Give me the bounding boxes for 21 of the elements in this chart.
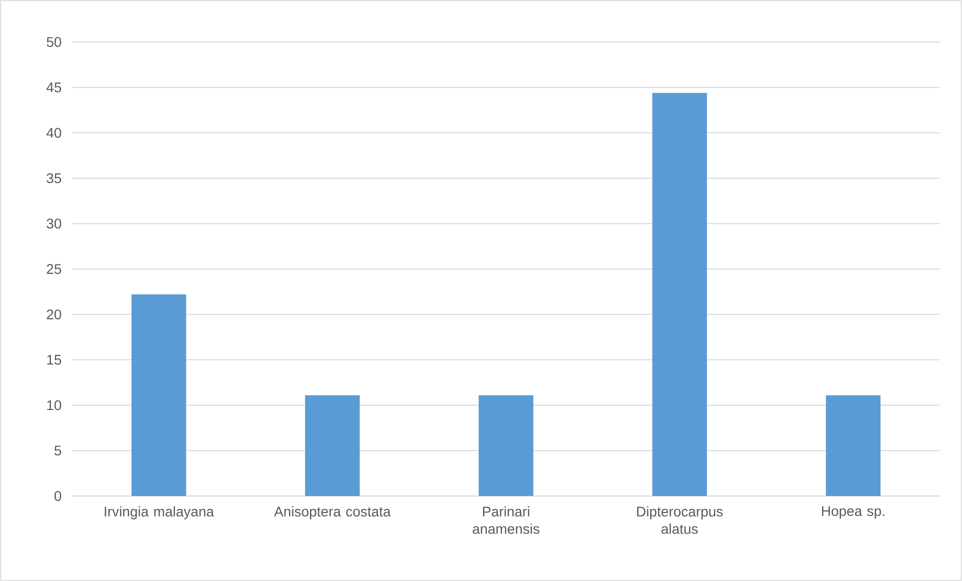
y-tick-label: 20 [46, 309, 62, 320]
bar [131, 294, 186, 496]
bar [478, 395, 534, 496]
y-tick-label: 25 [46, 264, 62, 274]
x-tick-label: Hopea sp. [822, 506, 884, 519]
y-tick-label: 30 [46, 218, 62, 229]
bar [826, 395, 881, 496]
x-tick-label: Parinari anamensis [472, 506, 540, 534]
x-tick-label: Anisoptera costata [274, 506, 391, 520]
y-tick-label: 35 [46, 173, 62, 184]
y-tick-label: 50 [46, 37, 62, 47]
bar [652, 92, 707, 496]
x-tick-label: Irvingia malayana [104, 506, 214, 520]
x-tick-label: Dipterocarpus alatus [637, 506, 723, 534]
y-tick-label: 10 [47, 400, 62, 410]
y-tick-label: 40 [46, 128, 62, 138]
y-tick-label: 45 [46, 82, 62, 92]
y-tick-label: 15 [47, 354, 62, 365]
y-tick-label: 5 [54, 446, 62, 456]
y-tick-label: 0 [54, 491, 62, 501]
bar [305, 395, 360, 496]
